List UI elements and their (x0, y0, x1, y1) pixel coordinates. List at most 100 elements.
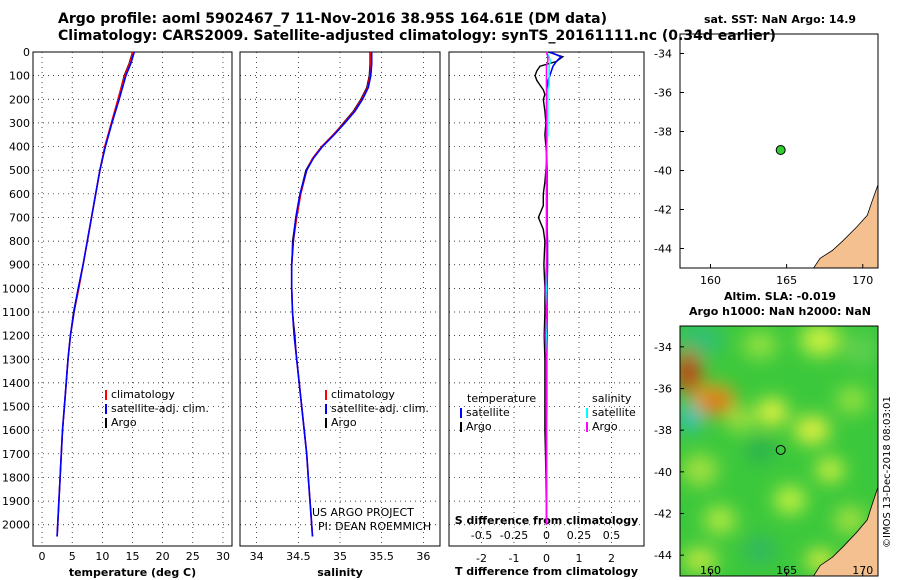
y-tick-label: 600 (9, 188, 30, 201)
legend-label: Argo (111, 416, 137, 429)
heatmap-blobs (680, 326, 876, 572)
heatmap-blob (704, 393, 728, 411)
y-tick-label: -42 (654, 204, 672, 217)
heatmap-blob (756, 398, 788, 426)
land-new-zealand (813, 485, 878, 576)
altimetry-title-line1: Altim. SLA: -0.019 (723, 290, 837, 303)
y-tick-label: -38 (654, 126, 672, 139)
legend-label: satellite (466, 406, 510, 419)
legend-label: satellite (592, 406, 636, 419)
x2-tick-label: 0.5 (603, 529, 621, 542)
land-new-zealand (813, 183, 878, 268)
y-tick-label: 1200 (2, 330, 30, 343)
x-tick-label: -1 (509, 552, 520, 565)
legend-title: salinity (592, 392, 632, 405)
x-tick-label: 10 (95, 550, 109, 563)
x-tick-label: 0 (543, 552, 550, 565)
y-tick-label: -38 (654, 424, 672, 437)
sst-map-title: sat. SST: NaN Argo: 14.9 (703, 13, 857, 26)
altimetry-map-border (679, 325, 879, 577)
x-tick-label: 34.5 (286, 550, 311, 563)
pi-label: PI: DEAN ROEMMICH (318, 520, 431, 533)
y-tick-label: 1100 (2, 306, 30, 319)
x-tick-label: -2 (476, 552, 487, 565)
legend-label: satellite-adj. clim. (331, 402, 429, 415)
heatmap-blob (682, 548, 718, 572)
x-axis-label: T difference from climatology (455, 565, 638, 578)
heatmap-background (680, 326, 878, 576)
imos-credit: ©IMOS 13-Dec-2018 08:03:01 (882, 396, 893, 548)
y-tick-label: 400 (9, 141, 30, 154)
argo-float-marker (775, 444, 786, 455)
temperature-profile-panel: 0 5 10 15 20 25 30 temperature (deg C) 0 100 200 30… (2, 46, 233, 579)
x-tick-label: 160 (700, 564, 721, 577)
legend-label: Argo (466, 420, 492, 433)
figure-title-line2: Climatology: CARS2009. Satellite-adjuste… (58, 28, 776, 44)
legend-label: Argo (592, 420, 618, 433)
altimetry-map-panel: -34 -36 -38 -40 -42 -44 160 165 170 (654, 325, 879, 577)
legend-label: Argo (331, 416, 357, 429)
heatmap-blob (680, 326, 724, 358)
project-label: US ARGO PROJECT (312, 506, 414, 519)
x-tick-label: 165 (776, 274, 797, 287)
x-tick-label: 35.5 (369, 550, 394, 563)
legend-title: temperature (467, 392, 536, 405)
y-tick-label: 1400 (2, 377, 30, 390)
series-line-satellite-adj--clim- (56, 51, 136, 537)
heatmap-blob (794, 416, 830, 444)
x-tick-label: 160 (700, 274, 721, 287)
y-tick-label: -40 (654, 466, 672, 479)
y-tick-label: 900 (9, 259, 30, 272)
x2-tick-label: 0.25 (567, 529, 592, 542)
heatmap-blob (680, 358, 697, 386)
altimetry-title-line2: Argo h1000: NaN h2000: NaN (688, 305, 872, 318)
heatmap-blob (680, 404, 702, 432)
y-tick-label: 700 (9, 211, 30, 224)
x-tick-label: 1 (576, 552, 583, 565)
heatmap-blob (744, 536, 776, 564)
heatmap-blob (800, 326, 840, 356)
heatmap-blob (726, 408, 754, 432)
y-tick-label: 800 (9, 235, 30, 248)
x-axis-label: temperature (deg C) (69, 566, 196, 579)
series-line-temperature-argo (534, 51, 565, 525)
x-tick-label: 5 (69, 550, 76, 563)
y-tick-label: 1600 (2, 424, 30, 437)
legend-label: climatology (111, 388, 175, 401)
y-tick-label: 2000 (2, 519, 30, 532)
y-tick-label: 1900 (2, 495, 30, 508)
x2-tick-label: -0.25 (500, 529, 528, 542)
x-tick-label: 25 (186, 550, 200, 563)
heatmap-blob (836, 386, 868, 414)
x-tick-label: 15 (126, 550, 140, 563)
y-tick-label: -42 (654, 508, 672, 521)
x-tick-label: 35 (333, 550, 347, 563)
y-tick-label: 300 (9, 117, 30, 130)
y-tick-label: 1300 (2, 353, 30, 366)
y-tick-label: 100 (9, 70, 30, 83)
x-axis-label: salinity (317, 566, 363, 579)
heatmap-blob (704, 506, 736, 534)
x-tick-label: 170 (852, 564, 873, 577)
x-tick-label: 2 (608, 552, 615, 565)
y-tick-label: 200 (9, 93, 30, 106)
x-tick-label: 34 (250, 550, 264, 563)
y-tick-label: -34 (654, 48, 672, 61)
y-tick-label: -44 (654, 243, 672, 256)
y-tick-label: -40 (654, 165, 672, 178)
series-line-salinity-argo (544, 51, 549, 525)
heatmap-blob (816, 458, 844, 482)
y-tick-label: -36 (654, 87, 672, 100)
y-tick-label: -36 (654, 383, 672, 396)
x-tick-label: 170 (852, 274, 873, 287)
heatmap-blob (746, 438, 774, 462)
y-tick-label: -34 (654, 341, 672, 354)
x-tick-label: 0 (39, 550, 46, 563)
y-tick-label: 0 (23, 46, 30, 59)
salinity-profile-panel: 34 34.5 35 35.5 36 salinity climatologysatelli… (239, 51, 441, 579)
y-tick-label: 1800 (2, 471, 30, 484)
y-tick-label: 1500 (2, 401, 30, 414)
x2-tick-label: 0 (543, 529, 550, 542)
difference-profile-panel: -2 -1 0 1 2T difference from climatology -0.5… (448, 51, 645, 578)
